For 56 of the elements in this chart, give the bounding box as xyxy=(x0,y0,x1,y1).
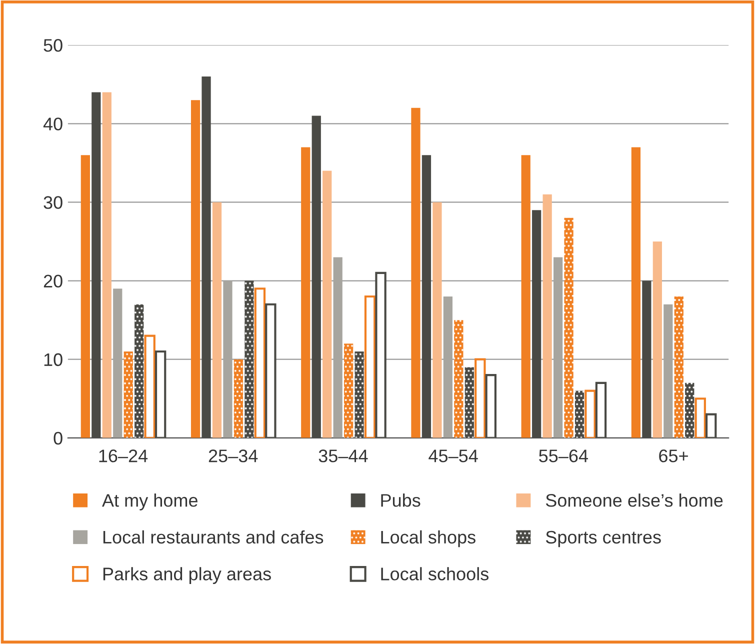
bar xyxy=(521,155,530,438)
y-tick-label: 50 xyxy=(44,39,62,52)
y-tick-label: 40 xyxy=(43,118,62,130)
bar xyxy=(202,76,211,438)
bar xyxy=(113,288,122,438)
bar xyxy=(422,155,432,438)
bar xyxy=(454,320,464,438)
bar xyxy=(542,194,552,438)
x-tick-label: 45–54 xyxy=(428,450,478,462)
bar xyxy=(553,257,563,438)
bar xyxy=(223,280,232,438)
bar xyxy=(190,100,200,438)
bar xyxy=(244,280,254,438)
bar xyxy=(234,359,244,438)
bar xyxy=(631,147,641,438)
legend-label: At my home xyxy=(102,494,198,510)
bar xyxy=(464,367,474,438)
legend-label: Sports centres xyxy=(546,530,661,548)
bar xyxy=(344,344,354,438)
bar xyxy=(443,296,453,438)
bar xyxy=(652,242,662,438)
legend-label: Someone else’s home xyxy=(546,494,723,507)
legend-label: Local restaurants and cafes xyxy=(103,530,324,544)
bar xyxy=(312,116,321,438)
bar xyxy=(411,108,420,438)
bar xyxy=(354,351,364,438)
x-tick-label: 16–24 xyxy=(99,450,148,462)
y-tick-label: 30 xyxy=(44,196,62,209)
bar xyxy=(432,202,442,438)
legend-label: Pubs xyxy=(381,494,420,507)
x-tick-label: 65+ xyxy=(659,450,688,462)
bar xyxy=(134,304,144,438)
x-tick-label: 25–34 xyxy=(208,450,258,462)
bar xyxy=(212,202,222,438)
bar xyxy=(664,304,673,438)
bar xyxy=(102,92,112,438)
y-tick-label: 20 xyxy=(44,274,62,288)
bar xyxy=(322,170,332,438)
bar xyxy=(642,280,652,438)
legend-label: Local shops xyxy=(381,530,476,548)
x-tick-label: 35–44 xyxy=(318,450,368,462)
bar xyxy=(333,257,342,438)
y-tick-label: 10 xyxy=(44,353,62,366)
x-tick-label: 55–64 xyxy=(539,450,588,462)
bar xyxy=(674,296,684,438)
bar xyxy=(301,147,310,438)
legend-label: Parks and play areas xyxy=(103,567,271,584)
bar xyxy=(532,210,542,438)
bar xyxy=(124,351,133,438)
bar xyxy=(92,92,101,438)
bar xyxy=(564,218,574,438)
legend-label: Local schools xyxy=(381,567,488,580)
bar xyxy=(80,155,90,438)
y-tick-label: 0 xyxy=(54,432,62,445)
bar xyxy=(574,390,584,438)
bar xyxy=(685,382,694,438)
